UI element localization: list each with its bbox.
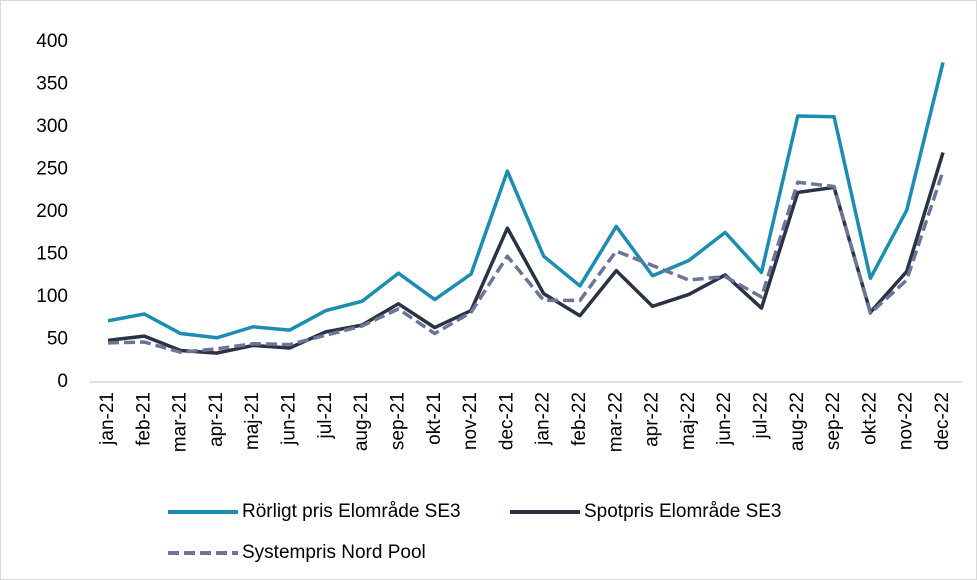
x-tick-label: nov-21 [460, 392, 481, 450]
x-tick-label: apr-21 [206, 392, 227, 447]
x-tick-label: nov-22 [896, 392, 917, 450]
x-tick-label: mar-21 [170, 392, 191, 452]
x-tick-label: maj-22 [678, 392, 699, 450]
y-tick-label: 100 [36, 286, 68, 307]
y-tick-label: 350 [36, 74, 68, 95]
series-line [107, 170, 945, 354]
y-tick-label: 150 [36, 244, 68, 265]
x-tick-label: apr-22 [642, 392, 663, 447]
y-tick-label: 50 [47, 329, 68, 350]
x-tick-label: jan-21 [97, 392, 118, 446]
x-tick-label: jul-21 [315, 392, 336, 439]
x-tick-label: feb-21 [133, 392, 154, 446]
x-tick-label: aug-21 [351, 392, 372, 451]
y-tick-label: 0 [57, 371, 68, 392]
series-line [107, 151, 945, 355]
x-tick-label: dec-22 [932, 392, 953, 450]
x-tick-label: maj-21 [242, 392, 263, 450]
x-tick-label: jun-22 [714, 392, 735, 446]
y-tick-label: 200 [36, 201, 68, 222]
x-tick-label: aug-22 [787, 392, 808, 451]
legend-label: Rörligt pris Elområde SE3 [242, 501, 461, 522]
x-tick-label: feb-22 [569, 392, 590, 446]
x-tick-label: sep-22 [823, 392, 844, 450]
legend-label: Spotpris Elområde SE3 [584, 501, 782, 522]
x-tick-label: okt-22 [859, 392, 880, 445]
x-tick-label: okt-21 [424, 392, 445, 445]
y-tick-label: 400 [36, 31, 68, 52]
y-tick-label: 250 [36, 159, 68, 180]
series-line [107, 61, 945, 340]
x-tick-label: sep-21 [387, 392, 408, 450]
x-tick-label: dec-21 [496, 392, 517, 450]
y-tick-label: 300 [36, 116, 68, 137]
x-tick-label: jan-22 [533, 392, 554, 446]
x-tick-label: jul-22 [750, 392, 771, 439]
legend-label: Systempris Nord Pool [242, 542, 426, 563]
x-tick-label: jun-21 [279, 392, 300, 446]
x-tick-label: mar-22 [605, 392, 626, 452]
